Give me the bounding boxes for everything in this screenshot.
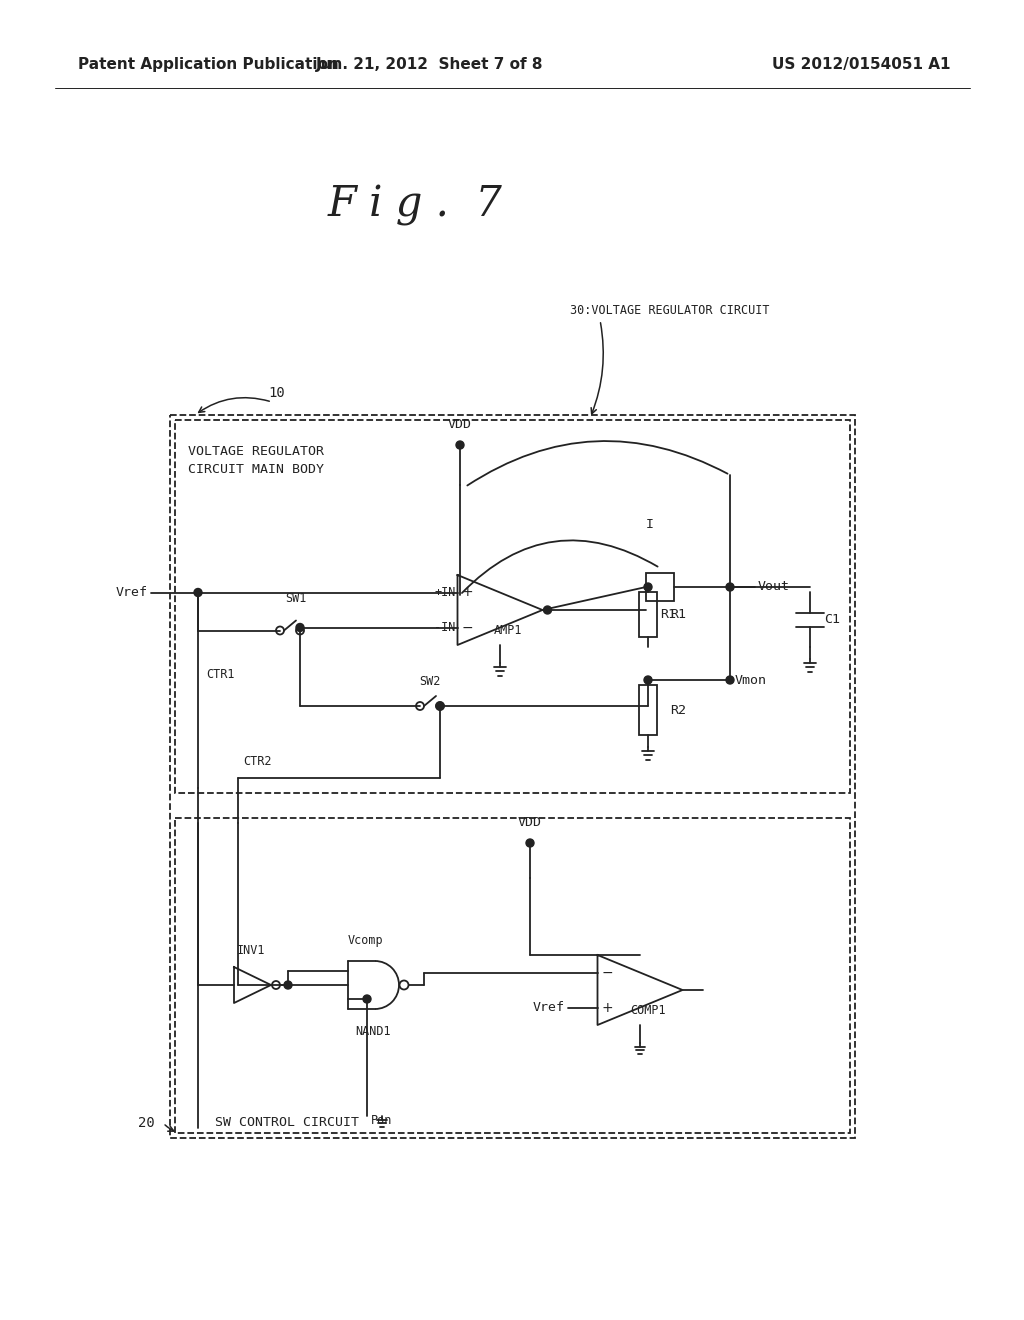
Text: CIRCUIT MAIN BODY: CIRCUIT MAIN BODY [188,463,324,477]
Text: −: − [602,965,613,979]
Circle shape [644,676,652,684]
Text: +: + [462,586,473,599]
Text: Pon: Pon [371,1114,392,1126]
Circle shape [726,676,734,684]
Text: 20: 20 [138,1115,155,1130]
Bar [639,685,657,735]
Circle shape [284,981,292,989]
Text: +: + [602,1001,613,1015]
Text: INV1: INV1 [237,944,265,957]
Text: SW2: SW2 [419,675,440,688]
Text: 30:VOLTAGE REGULATOR CIRCUIT: 30:VOLTAGE REGULATOR CIRCUIT [570,304,769,317]
Text: +IN: +IN [434,586,456,599]
Text: VOLTAGE REGULATOR: VOLTAGE REGULATOR [188,445,324,458]
Text: Vout: Vout [758,581,790,594]
Bar [646,573,674,601]
Text: CTR1: CTR1 [206,668,234,681]
Bar [170,414,855,1138]
Circle shape [456,441,464,449]
Text: -IN: -IN [434,620,456,634]
Text: NAND1: NAND1 [355,1026,391,1038]
Bar [639,591,657,638]
Text: Jun. 21, 2012  Sheet 7 of 8: Jun. 21, 2012 Sheet 7 of 8 [316,58,544,73]
Circle shape [362,995,371,1003]
Text: Vcomp: Vcomp [347,935,383,946]
Circle shape [526,840,534,847]
Text: F i g .  7: F i g . 7 [328,183,503,226]
Circle shape [644,583,652,591]
Text: −: − [462,620,473,635]
Circle shape [726,583,734,591]
Text: R1: R1 [660,609,676,620]
Text: Vmon: Vmon [735,673,767,686]
Text: R2: R2 [670,704,686,717]
Circle shape [296,623,304,631]
Text: 10: 10 [268,385,285,400]
Text: C1: C1 [824,612,840,626]
Bar [175,420,850,793]
Text: COMP1: COMP1 [630,1005,666,1016]
Circle shape [436,702,444,710]
Text: VDD: VDD [518,816,542,829]
Text: SW CONTROL CIRCUIT: SW CONTROL CIRCUIT [215,1117,359,1130]
Text: I: I [646,519,654,532]
Text: R1: R1 [670,609,686,622]
Text: SW1: SW1 [285,591,306,605]
Circle shape [194,589,202,597]
Text: Vref: Vref [532,1001,564,1014]
Text: US 2012/0154051 A1: US 2012/0154051 A1 [771,58,950,73]
Text: CTR2: CTR2 [243,755,271,768]
Circle shape [544,606,552,614]
Text: AMP1: AMP1 [494,624,522,638]
Text: Vref: Vref [116,586,148,599]
Text: Patent Application Publication: Patent Application Publication [78,58,339,73]
Text: VDD: VDD [449,418,472,432]
Bar [175,818,850,1133]
